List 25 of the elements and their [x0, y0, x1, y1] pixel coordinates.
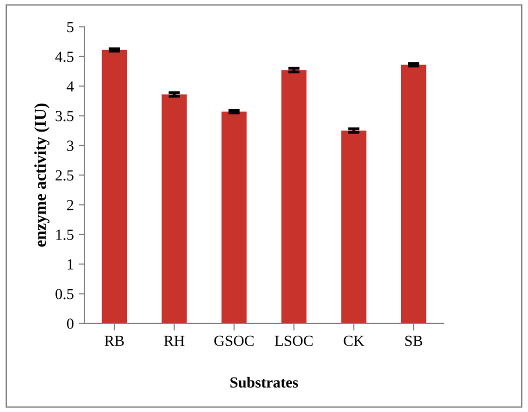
bar	[222, 112, 247, 324]
y-tick-label: 1	[68, 259, 74, 270]
bar	[281, 70, 306, 324]
x-tick-label: GSOC	[214, 336, 254, 346]
x-tick-label: RH	[164, 336, 184, 346]
y-tick-label: 2	[67, 200, 74, 210]
y-tick-label: 4.5	[55, 52, 74, 62]
x-tick-label: SB	[405, 336, 422, 346]
y-tick-label: 0	[67, 318, 74, 329]
x-axis-title: Substrates	[230, 376, 298, 388]
bar	[341, 130, 366, 324]
y-tick-label: 4	[66, 81, 74, 92]
y-tick-label: 0.5	[56, 288, 74, 300]
x-tick-label: LSOC	[274, 336, 313, 346]
y-tick-label: 2.5	[56, 170, 74, 181]
y-tick-label: 3	[67, 140, 74, 151]
bar	[102, 50, 127, 324]
bar	[401, 64, 426, 324]
x-tick-label: RB	[104, 336, 124, 346]
bar	[162, 94, 187, 324]
y-axis-title: enzyme activity (IU)	[34, 104, 50, 247]
x-tick-label: CK	[344, 336, 364, 346]
y-tick-label: 1.5	[56, 230, 74, 240]
y-tick-label: 3.5	[56, 110, 74, 122]
y-tick-label: 5	[67, 22, 74, 32]
